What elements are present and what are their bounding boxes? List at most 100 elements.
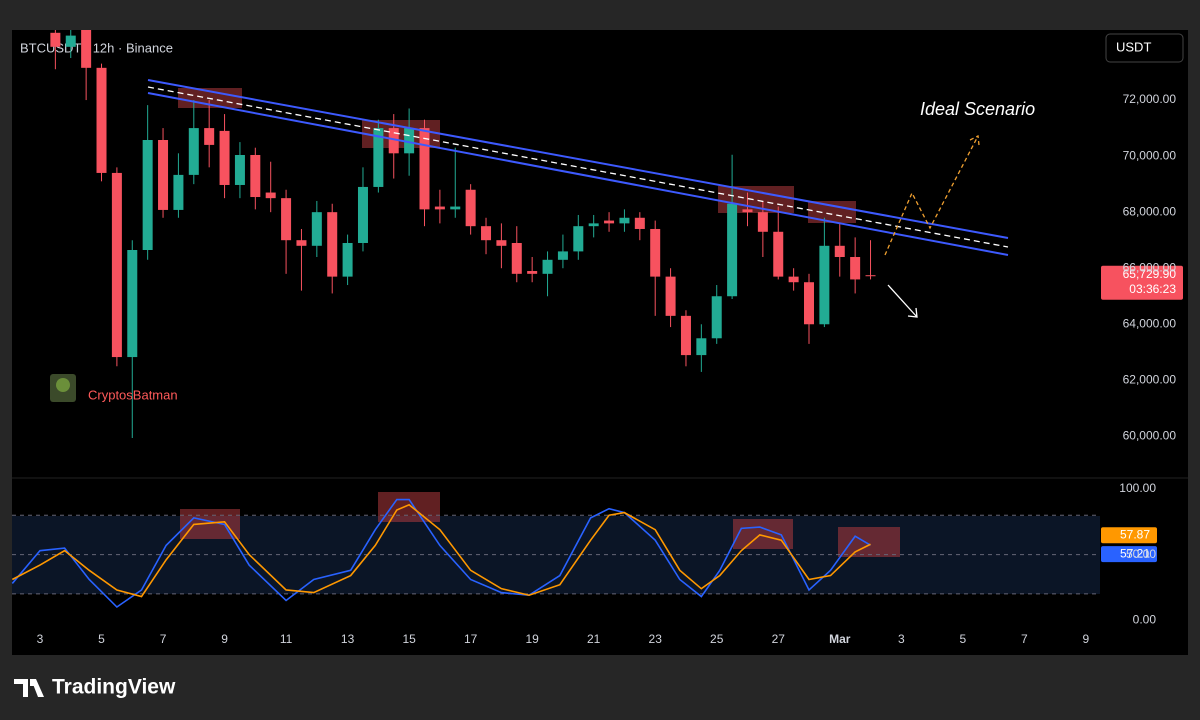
countdown: 03:36:23 bbox=[1129, 282, 1176, 296]
candle-body bbox=[388, 128, 399, 154]
candle-body bbox=[727, 203, 738, 297]
avatar-face bbox=[56, 378, 70, 392]
candle-body bbox=[142, 140, 153, 250]
candle-body bbox=[281, 198, 292, 241]
x-tick-label: 3 bbox=[37, 632, 44, 646]
x-tick-label: 17 bbox=[464, 632, 478, 646]
candle-body bbox=[96, 67, 107, 173]
stoch-line bbox=[11, 498, 871, 609]
x-tick-label: 23 bbox=[649, 632, 663, 646]
candle-body bbox=[588, 223, 599, 227]
candle-body bbox=[619, 217, 630, 224]
candle-body bbox=[404, 128, 415, 154]
candle-body bbox=[311, 212, 322, 246]
candle-body bbox=[357, 186, 368, 243]
candle-body bbox=[711, 296, 722, 339]
highlight-box bbox=[733, 519, 793, 549]
candle-body bbox=[434, 206, 445, 210]
candle-body bbox=[450, 206, 461, 210]
x-tick-label: 3 bbox=[898, 632, 905, 646]
candle-body bbox=[496, 240, 507, 246]
candle-body bbox=[665, 276, 676, 316]
down-arrow bbox=[887, 284, 918, 318]
candle-body bbox=[757, 212, 768, 232]
candle-body bbox=[81, 30, 92, 68]
candle-body bbox=[296, 240, 307, 246]
candle-body bbox=[511, 242, 522, 274]
candle-body bbox=[419, 128, 430, 210]
x-tick-label: 5 bbox=[98, 632, 105, 646]
candle-body bbox=[650, 228, 661, 277]
y-tick-label: 64,000.00 bbox=[1123, 316, 1177, 330]
candles bbox=[50, 30, 876, 439]
x-tick-label: 7 bbox=[160, 632, 167, 646]
x-tick-label: 11 bbox=[280, 632, 293, 646]
candle-body bbox=[465, 189, 476, 227]
candle-body bbox=[481, 226, 492, 241]
candle-body bbox=[819, 245, 830, 325]
candle-body bbox=[265, 192, 276, 199]
y-tick-label: 68,000.00 bbox=[1123, 204, 1177, 218]
y-tick-label: 50.00 bbox=[1126, 547, 1156, 561]
candle-body bbox=[173, 174, 184, 210]
value-label: 57.87 bbox=[1120, 527, 1150, 541]
watermark: CryptosBatman bbox=[88, 387, 178, 402]
candle-body bbox=[850, 257, 861, 280]
price-label-box bbox=[1101, 265, 1183, 300]
value-label-box bbox=[1101, 527, 1157, 544]
y-tick-label: 60,000.00 bbox=[1123, 429, 1177, 443]
brand: TradingView bbox=[52, 676, 176, 699]
y-tick-label: 72,000.00 bbox=[1123, 92, 1177, 106]
stoch-line bbox=[11, 503, 871, 598]
currency-button[interactable] bbox=[1105, 33, 1184, 63]
candle-body bbox=[50, 32, 61, 47]
candle-body bbox=[865, 275, 876, 277]
x-tick-label: Mar bbox=[829, 632, 851, 646]
x-tick-label: 19 bbox=[525, 632, 539, 646]
candle-body bbox=[604, 220, 615, 224]
candle-body bbox=[188, 128, 199, 175]
candle-body bbox=[527, 271, 538, 274]
x-tick-label: 25 bbox=[710, 632, 724, 646]
value-label: 57.21 bbox=[1120, 546, 1150, 560]
candle-body bbox=[342, 242, 353, 277]
candle-body bbox=[804, 282, 815, 325]
x-tick-label: 15 bbox=[402, 632, 416, 646]
x-tick-label: 21 bbox=[587, 632, 601, 646]
candle-body bbox=[634, 217, 645, 229]
currency[interactable]: USDT bbox=[1116, 39, 1151, 54]
candle-body bbox=[834, 245, 845, 258]
x-tick-label: 9 bbox=[1083, 632, 1090, 646]
y-tick-label: 70,000.00 bbox=[1123, 148, 1177, 162]
trendline bbox=[147, 92, 1009, 256]
candle-body bbox=[773, 231, 784, 277]
x-tick-label: 7 bbox=[1021, 632, 1028, 646]
candle-body bbox=[234, 154, 245, 185]
x-tick-label: 5 bbox=[959, 632, 966, 646]
scenario-arrow bbox=[884, 135, 980, 256]
candle-body bbox=[127, 250, 138, 358]
candle-body bbox=[742, 209, 753, 213]
trendline bbox=[147, 79, 1009, 239]
candle-body bbox=[219, 130, 230, 185]
candle-body bbox=[696, 338, 707, 356]
highlight-box bbox=[808, 201, 856, 223]
candle-body bbox=[680, 315, 691, 356]
footer bbox=[12, 655, 1188, 720]
candle-body bbox=[250, 154, 261, 198]
x-tick-label: 9 bbox=[221, 632, 228, 646]
y-tick-label: 62,000.00 bbox=[1123, 372, 1177, 386]
candle-body bbox=[111, 172, 122, 358]
candle-body bbox=[327, 212, 338, 277]
price-label: 65,729.90 bbox=[1123, 267, 1177, 281]
x-tick-label: 13 bbox=[341, 632, 355, 646]
midline bbox=[147, 86, 1009, 248]
highlight-box bbox=[378, 492, 440, 522]
value-label-box bbox=[1101, 546, 1157, 563]
x-tick-label: 27 bbox=[772, 632, 786, 646]
symbol: BTCUSDT · 12h · Binance bbox=[20, 40, 173, 55]
brand-logo bbox=[14, 679, 44, 697]
candle-body bbox=[373, 128, 384, 187]
y-tick-label: 100.00 bbox=[1119, 481, 1156, 495]
